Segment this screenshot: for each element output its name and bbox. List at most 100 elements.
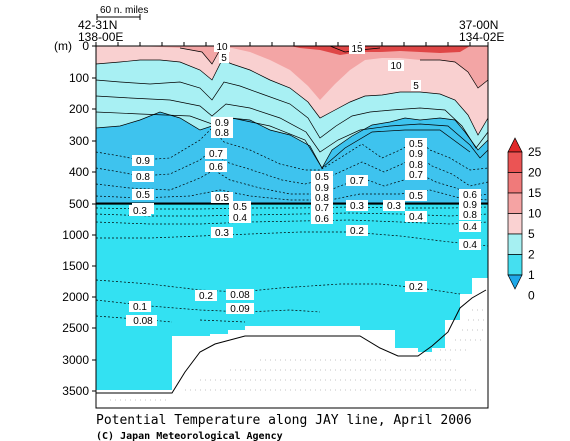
colorbar-bottom-arrow (507, 274, 523, 290)
deep-water (96, 204, 488, 390)
contour-label: 0.4 (233, 213, 247, 224)
contour-label-box (459, 199, 481, 210)
contour-label: 5 (221, 53, 227, 64)
contour-label-box (214, 41, 230, 52)
colorbar-tick-label: 10 (528, 207, 542, 221)
contour-label: 0.8 (136, 172, 150, 183)
y-tick-label: 0 (82, 39, 89, 53)
contour-label-box (405, 159, 427, 170)
contour-label: 0.6 (315, 214, 329, 225)
contour-labels: 101510550.90.80.70.60.90.80.70.60.50.90.… (126, 41, 481, 327)
contour-label-box (211, 117, 233, 128)
contour-label: 0.6 (463, 190, 477, 201)
y-tick-label: 100 (69, 71, 89, 85)
contour-label: 0.4 (463, 222, 477, 233)
contour-label-box (383, 200, 405, 211)
contour-label: 0.8 (463, 210, 477, 221)
contour-label: 0.2 (199, 291, 213, 302)
contour-label-box (346, 200, 368, 211)
colorbar-segment (507, 213, 523, 235)
contour-label-box (405, 138, 427, 149)
end-lon-label: 134-02E (459, 30, 504, 44)
seafloor-hatch (110, 309, 486, 401)
contour-label: 0.9 (463, 200, 477, 211)
colorbar-segment (507, 151, 523, 173)
contour-label: 15 (351, 44, 363, 55)
contour-label-box (129, 205, 151, 216)
scale-bar-label: 60 n. miles (100, 5, 148, 16)
contour-label-box (226, 303, 254, 314)
colorbar-tick-label: 1 (528, 268, 535, 282)
contour-label: 0.5 (233, 202, 247, 213)
contour-label: 0.08 (230, 290, 250, 301)
y-tick-label: 2000 (62, 290, 89, 304)
contour-label-box (346, 225, 368, 236)
contour-label: 0.3 (387, 201, 401, 212)
y-axis-unit: (m) (54, 39, 72, 53)
contour-label-box (346, 175, 368, 186)
contour-label-box (219, 52, 229, 63)
contour-label-box (405, 281, 427, 292)
contour-label: 0.8 (315, 193, 329, 204)
contour-label-box (205, 148, 227, 159)
colorbar-segment (507, 233, 523, 255)
contour-label-box (132, 155, 154, 166)
y-ticks-lower (92, 234, 96, 392)
contour-label: 0.3 (215, 228, 229, 239)
contour-label-box (311, 213, 333, 224)
y-tick-label: 1000 (62, 228, 89, 242)
contour-label-box (311, 192, 333, 203)
contour-label-box (229, 212, 251, 223)
y-tick-label: 400 (69, 165, 89, 179)
contour-label-box (459, 239, 481, 250)
contour-label-box (405, 211, 427, 222)
contour-label: 0.7 (315, 203, 329, 214)
chart-title: Potential Temperature along JAY line, Ap… (96, 413, 472, 428)
contour-label-box (459, 189, 481, 200)
contour-label-box (211, 127, 233, 138)
contour-label: 0.1 (133, 302, 147, 313)
contour-label-box (405, 169, 427, 180)
contour-label-box (229, 201, 251, 212)
contour-label-box (388, 60, 404, 71)
contour-label-box (195, 290, 217, 301)
contour-label-box (405, 148, 427, 159)
colorbar-segment (507, 254, 523, 276)
contour-label: 0.7 (209, 149, 223, 160)
colorbar-tick-label: 20 (528, 166, 542, 180)
y-tick-label: 500 (69, 197, 89, 211)
contour-label-box (129, 315, 157, 326)
contour-label-box (349, 43, 365, 54)
contour-label-box (311, 182, 333, 193)
contour-label: 10 (390, 61, 402, 72)
contour-label: 0.9 (315, 183, 329, 194)
colorbar-tick-label: 15 (528, 186, 542, 200)
contour-label: 0.4 (463, 240, 477, 251)
upper-solid-contours (95, 45, 489, 169)
contour-label: 0.9 (136, 156, 150, 167)
contour-label: 0.5 (409, 191, 423, 202)
contour-label-box (459, 221, 481, 232)
contour-label: 0.5 (409, 139, 423, 150)
credit-text: (C) Japan Meteorological Agency (96, 430, 283, 441)
contour-label: 0.5 (215, 193, 229, 204)
start-lat-label: 42-31N (78, 18, 117, 32)
contour-label: 0.7 (350, 176, 364, 187)
bathymetry-line (96, 289, 487, 394)
contour-label: 10 (216, 42, 228, 53)
contour-label: 0.7 (409, 170, 423, 181)
y-tick-label: 2500 (62, 321, 89, 335)
colorbar-top-arrow (507, 137, 523, 153)
contour-label-box (205, 161, 227, 172)
colorbar-segment (507, 192, 523, 214)
start-lon-label: 138-00E (78, 30, 123, 44)
y-tick-label: 3500 (62, 384, 89, 398)
colorbar-tick-label: 5 (528, 227, 535, 241)
y-ticks-upper (92, 45, 96, 205)
upper-panel (95, 45, 489, 204)
colorbar-segment (507, 172, 523, 194)
contour-label-box (211, 227, 233, 238)
contour-label-box (459, 209, 481, 220)
